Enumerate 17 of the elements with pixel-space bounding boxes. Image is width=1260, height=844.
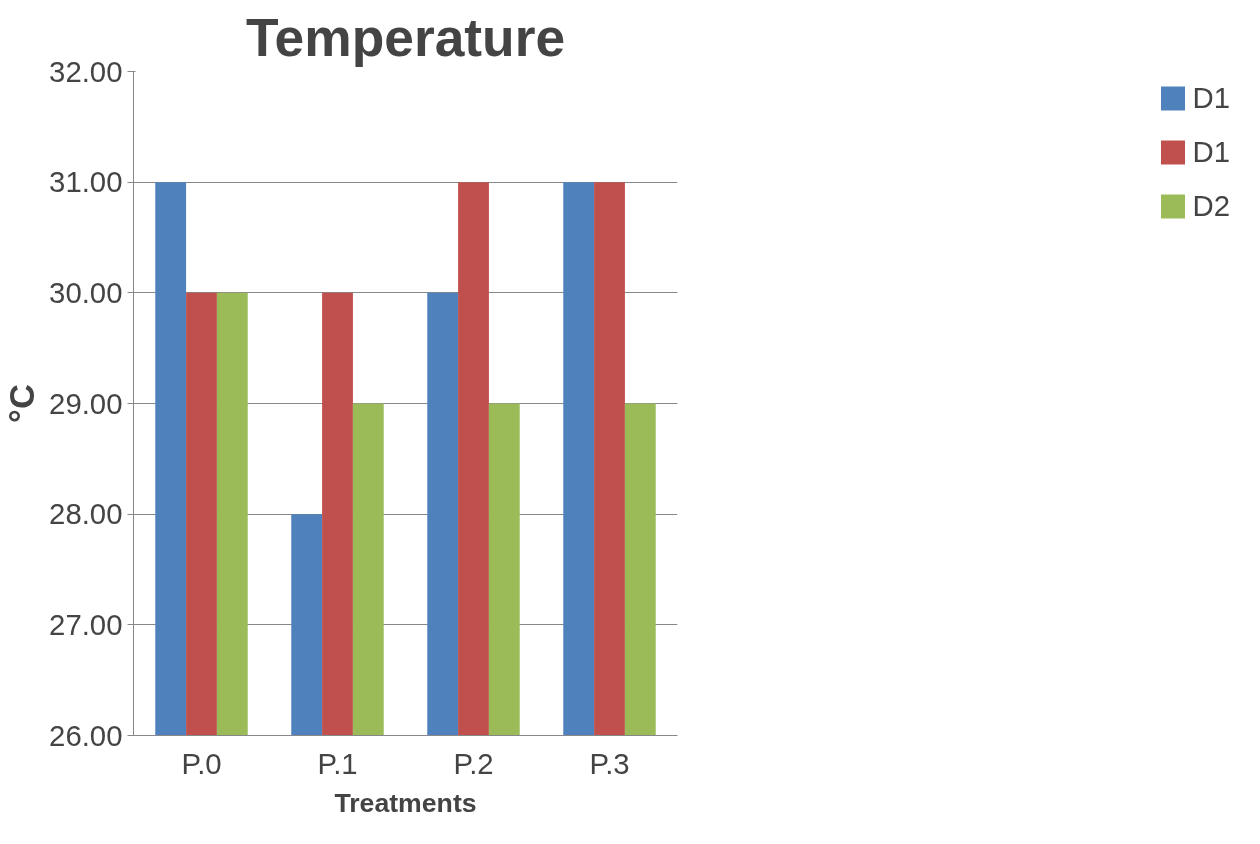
x-tick-label: P.2 — [453, 746, 494, 780]
y-tick-label: 32.00 — [49, 54, 123, 88]
y-tick-label: 26.00 — [49, 718, 123, 752]
y-tick-label: 27.00 — [49, 607, 123, 641]
chart-title: Temperature — [245, 7, 566, 67]
x-axis-title: Treatments — [334, 787, 477, 818]
y-tick-label: 28.00 — [49, 497, 123, 531]
legend-label: D1 — [1192, 81, 1230, 115]
legend-label: D1 — [1192, 135, 1230, 169]
y-tick-label: 30.00 — [49, 275, 123, 309]
x-tick-label: P.0 — [181, 746, 222, 780]
y-tick-label: 29.00 — [49, 386, 123, 420]
x-tick-label: P.1 — [317, 746, 358, 780]
legend-label: D2 — [1192, 189, 1230, 223]
x-tick-label: P.3 — [589, 746, 630, 780]
y-tick-label: 31.00 — [49, 165, 123, 199]
y-axis-title: °C — [3, 384, 42, 423]
